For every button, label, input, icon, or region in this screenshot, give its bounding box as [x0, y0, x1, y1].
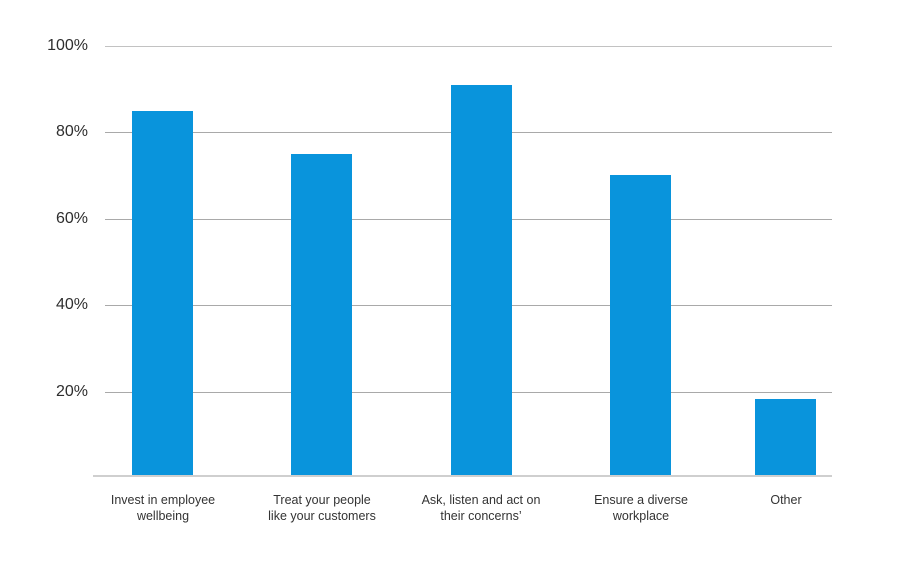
- bar-invest-in-employee-wellbeing: [132, 110, 193, 476]
- bar-ensure-a-diverse-workplace: [610, 175, 671, 476]
- bar-ask-listen-and-act-on-their-concerns: [451, 84, 512, 476]
- y-axis-tick-label: 60%: [55, 210, 88, 227]
- x-axis-category-label: Treat your people like your customers: [268, 493, 376, 523]
- bar-other: [755, 398, 816, 476]
- y-axis-tick-label: 80%: [55, 123, 88, 140]
- x-axis-category-label: Ask, listen and act on their concerns’: [421, 493, 541, 523]
- x-axis-category-label: Ensure a diverse workplace: [594, 493, 688, 523]
- x-axis-category-label: Other: [770, 493, 802, 507]
- y-axis-tick-label: 20%: [55, 383, 88, 400]
- y-axis-tick-label: 100%: [47, 37, 88, 54]
- x-axis-category-label: Invest in employee wellbeing: [110, 493, 216, 523]
- x-axis-line: [93, 475, 832, 477]
- gridline-100: [105, 46, 832, 47]
- bar-treat-your-people-like-your-customers: [291, 153, 352, 476]
- y-axis-tick-label: 40%: [55, 296, 88, 313]
